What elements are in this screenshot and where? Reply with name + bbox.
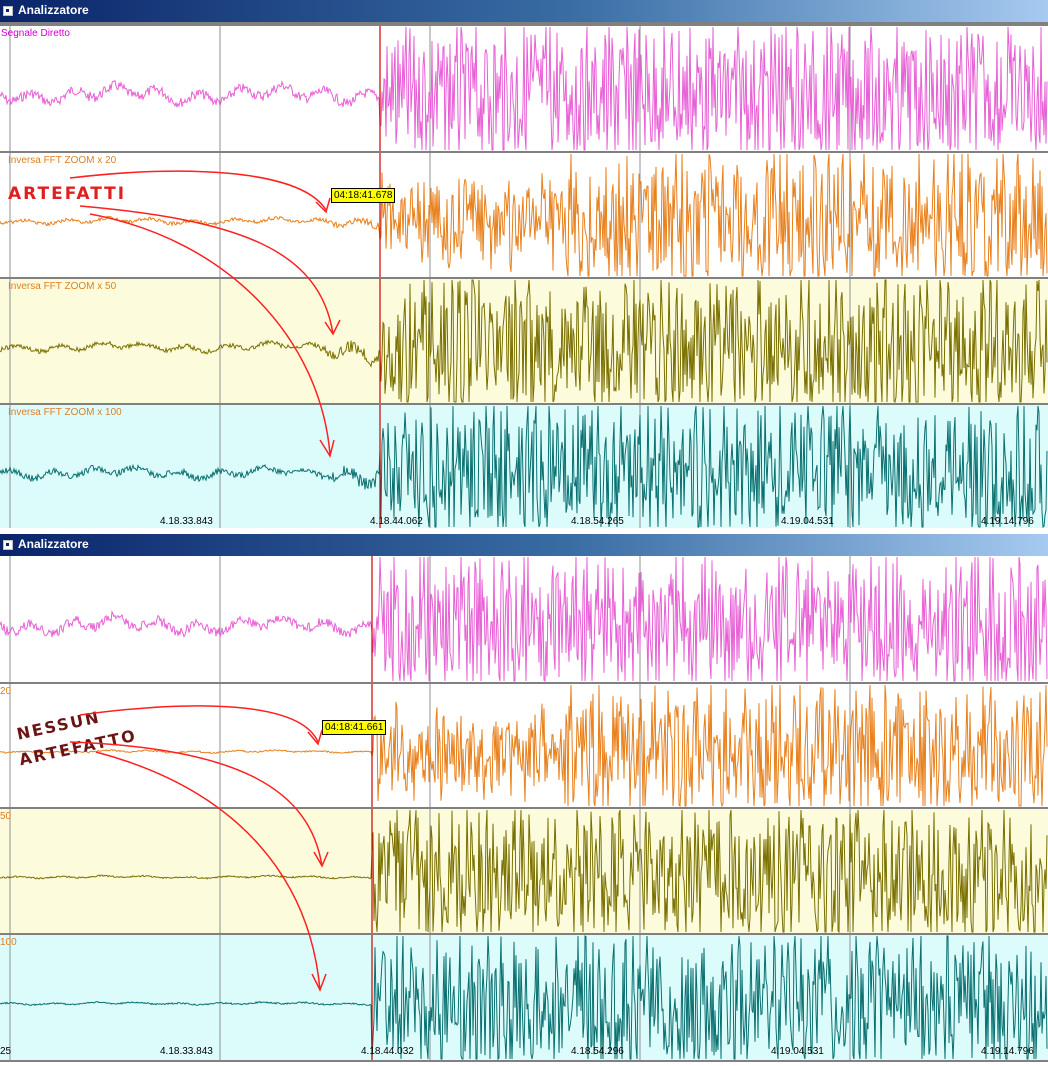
waveform-trace (0, 26, 1048, 151)
time-tick: 4.19.14.796 (981, 516, 1034, 527)
window-titlebar[interactable]: Analizzatore (0, 0, 1048, 22)
waveform-trace (0, 153, 1048, 277)
waveform-trace (0, 809, 1048, 933)
window-app-icon[interactable] (3, 540, 13, 550)
panel-title: 100 (0, 937, 17, 948)
analyzer-window-top: Analizzatore Segnale Diretto Inversa FFT… (0, 0, 1048, 532)
time-tick: 4.19.04.531 (771, 1046, 824, 1057)
ifft-zoom-100-plot (0, 405, 1048, 528)
time-tick: 4.18.33.843 (160, 516, 213, 527)
time-tick: 4.18.54.265 (571, 516, 624, 527)
direct-signal-plot (0, 556, 1048, 682)
ifft-zoom-50-plot (0, 279, 1048, 403)
cursor-time-label[interactable]: 04:18:41.661 (322, 720, 387, 735)
direct-signal-plot (0, 26, 1048, 151)
panel-title: 50 (0, 811, 12, 822)
time-axis: 4.18.33.843 4.18.44.062 4.18.54.265 4.19… (0, 516, 1048, 528)
window-titlebar[interactable]: Analizzatore (0, 534, 1048, 556)
panel-title: 20 (0, 686, 12, 697)
waveform-trace (0, 405, 1048, 528)
time-tick: 4.18.44.062 (370, 516, 423, 527)
window-title: Analizzatore (18, 3, 89, 17)
panel-title: Inversa FFT ZOOM x 20 (8, 155, 117, 166)
panel-title: Inversa FFT ZOOM x 100 (8, 407, 122, 418)
panel-ifft-zoom-20[interactable]: 20 (0, 684, 1048, 807)
panel-ifft-zoom-100[interactable]: Inversa FFT ZOOM x 100 (0, 405, 1048, 528)
time-tick: 4.19.04.531 (781, 516, 834, 527)
waveform-trace (0, 279, 1048, 403)
window-title: Analizzatore (18, 537, 89, 551)
ifft-zoom-20-plot (0, 684, 1048, 807)
panel-ifft-zoom-20[interactable]: Inversa FFT ZOOM x 20 (0, 153, 1048, 277)
signal-panels: Segnale Diretto Inversa FFT ZOOM x 20 In… (0, 22, 1048, 528)
panel-title: Inversa FFT ZOOM x 50 (8, 281, 117, 292)
panel-direct-signal[interactable] (0, 556, 1048, 682)
time-axis: 25 4.18.33.843 4.18.44.032 4.18.54.296 4… (0, 1046, 1048, 1058)
panel-direct-signal[interactable]: Segnale Diretto (0, 26, 1048, 151)
analyzer-window-bottom: Analizzatore 20 50 100 25 4.18.33.843 4.… (0, 534, 1048, 1066)
panel-ifft-zoom-100[interactable]: 100 (0, 935, 1048, 1060)
time-tick: 4.19.14.796 (981, 1046, 1034, 1057)
waveform-trace (0, 935, 1048, 1060)
time-tick: 4.18.33.843 (160, 1046, 213, 1057)
window-app-icon[interactable] (3, 6, 13, 16)
time-tick: 4.18.54.296 (571, 1046, 624, 1057)
panel-ifft-zoom-50[interactable]: 50 (0, 809, 1048, 933)
ifft-zoom-100-plot (0, 935, 1048, 1060)
cursor-time-label[interactable]: 04:18:41.678 (331, 188, 396, 203)
ifft-zoom-20-plot (0, 153, 1048, 277)
signal-panels: 20 50 100 25 4.18.33.843 4.18.44.032 4.1… (0, 556, 1048, 1062)
annotation-artefatti: ARTEFATTI (8, 184, 127, 204)
time-tick: 4.18.44.032 (361, 1046, 414, 1057)
waveform-trace (0, 684, 1048, 807)
waveform-trace (0, 556, 1048, 682)
time-tick: 25 (0, 1046, 12, 1057)
ifft-zoom-50-plot (0, 809, 1048, 933)
panel-ifft-zoom-50[interactable]: Inversa FFT ZOOM x 50 (0, 279, 1048, 403)
panel-title: Segnale Diretto (1, 28, 70, 39)
